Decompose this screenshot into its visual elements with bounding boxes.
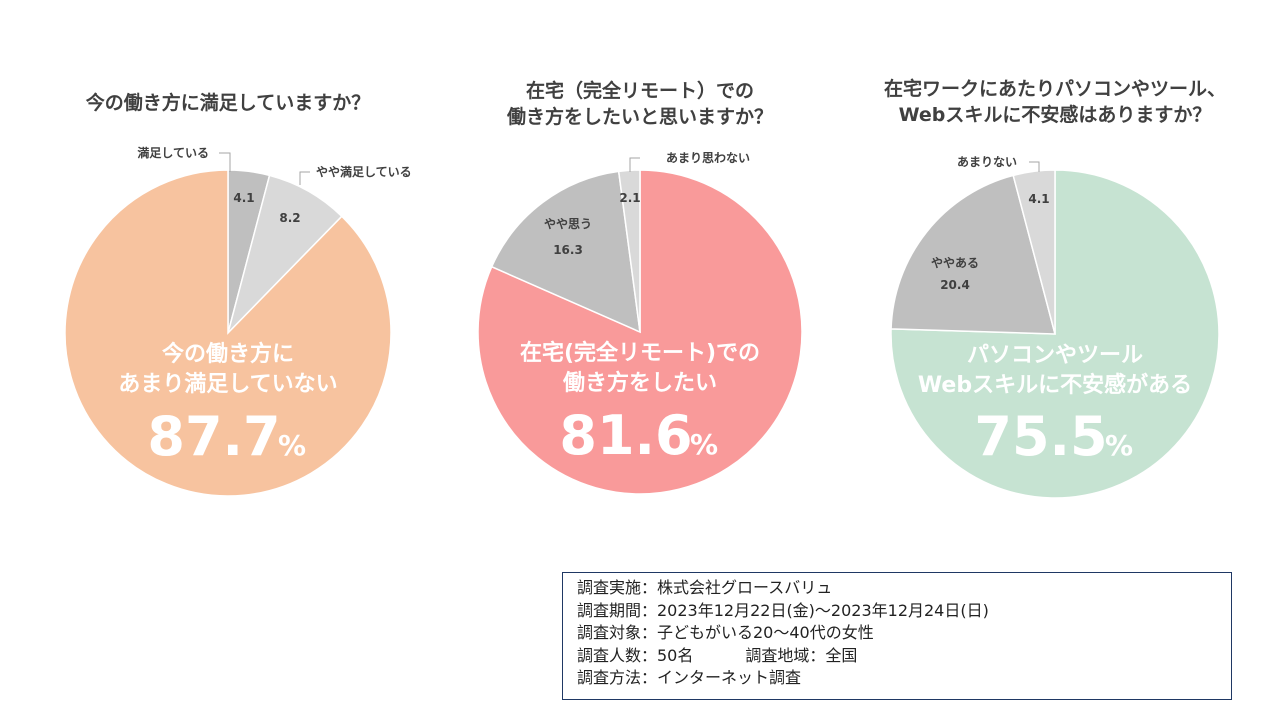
slice-value-label: 20.4 [940,278,970,292]
chart-satisfaction: 今の働き方に満足していますか？ 4.1 満足している 8.2 やや満足している今の働き… [18,0,438,560]
slice-value-label: 2.1 [619,191,640,205]
slice-category-label: やや満足している [316,164,412,179]
survey-target: 調査対象：子どもがいる20～40代の女性 [577,623,874,642]
highlight-label-line: 今の働き方に [162,341,294,367]
chart-title: 在宅ワークにあたりパソコンやツール、 Webスキルに不安感はありますか？ [845,76,1265,128]
highlight-label-line: 在宅(完全リモート)での [520,340,760,366]
survey-method: 調査方法：インターネット調査 [577,668,802,687]
slice-value-label: 4.1 [233,191,254,205]
chart-skill-anxiety: 在宅ワークにあたりパソコンやツール、 Webスキルに不安感はありますか？ ややあ… [845,0,1265,560]
chart-title-line: 今の働き方に満足していますか？ [85,92,371,114]
survey-period: 調査期間：2023年12月22日(金)～2023年12月24日(日) [577,600,989,620]
survey-count: 調査人数：50名 [577,645,694,665]
chart-title-line: 働き方をしたいと思いますか？ [506,106,773,128]
highlight-label-line: パソコンやツール [967,343,1143,368]
highlight-value: 75.5 [974,405,1107,468]
highlight-unit: % [278,429,306,462]
highlight-value: 81.6 [559,404,692,467]
chart-title-line: 在宅ワークにあたりパソコンやツール、 [883,78,1226,100]
pie-slice [490,170,641,334]
highlight-label-line: あまり満足していない [118,371,337,397]
slice-category-label: あまりない [957,155,1017,169]
leader-line [1029,161,1040,172]
leader-line [629,157,640,172]
pie-slice [64,169,392,497]
chart-title: 今の働き方に満足していますか？ [18,90,438,116]
slice-category-label: やや思う [544,217,592,231]
survey-region: 調査地域：全国 [745,645,858,665]
highlight-label-line: 働き方をしたい [562,370,717,396]
survey-implementer: 調査実施：株式会社グロースバリュ [577,578,833,597]
highlight-value: 87.7 [147,405,280,468]
leader-line [299,171,310,185]
leader-line [219,152,231,172]
pie-slice [890,174,1056,335]
highlight-unit: % [1105,429,1133,462]
pie-slice [1012,169,1056,335]
slice-category-label: ややある [931,256,979,270]
slice-category-label: あまり思わない [666,151,750,165]
slice-value-label: 4.1 [1028,192,1049,206]
slice-category-label: 満足している [137,145,209,160]
survey-info-box: 調査実施：株式会社グロースバリュ 調査期間：2023年12月22日(金)～202… [562,572,1232,700]
survey-count-region: 調査人数：50名 調査地域：全国 [577,645,1231,668]
chart-title-line: Webスキルに不安感はありますか？ [898,104,1212,126]
chart-title: 在宅（完全リモート）での 働き方をしたいと思いますか？ [430,78,850,130]
pie-slice [617,169,641,333]
highlight-unit: % [690,428,718,461]
highlight-label-line: Webスキルに不安感がある [918,372,1192,398]
slice-value-label: 8.2 [279,211,300,225]
chart-title-line: 在宅（完全リモート）での [525,80,754,102]
chart-remote-wish: 在宅（完全リモート）での 働き方をしたいと思いますか？ やや思う 16.3 2.1 あ… [430,0,850,560]
slice-value-label: 16.3 [553,243,583,257]
